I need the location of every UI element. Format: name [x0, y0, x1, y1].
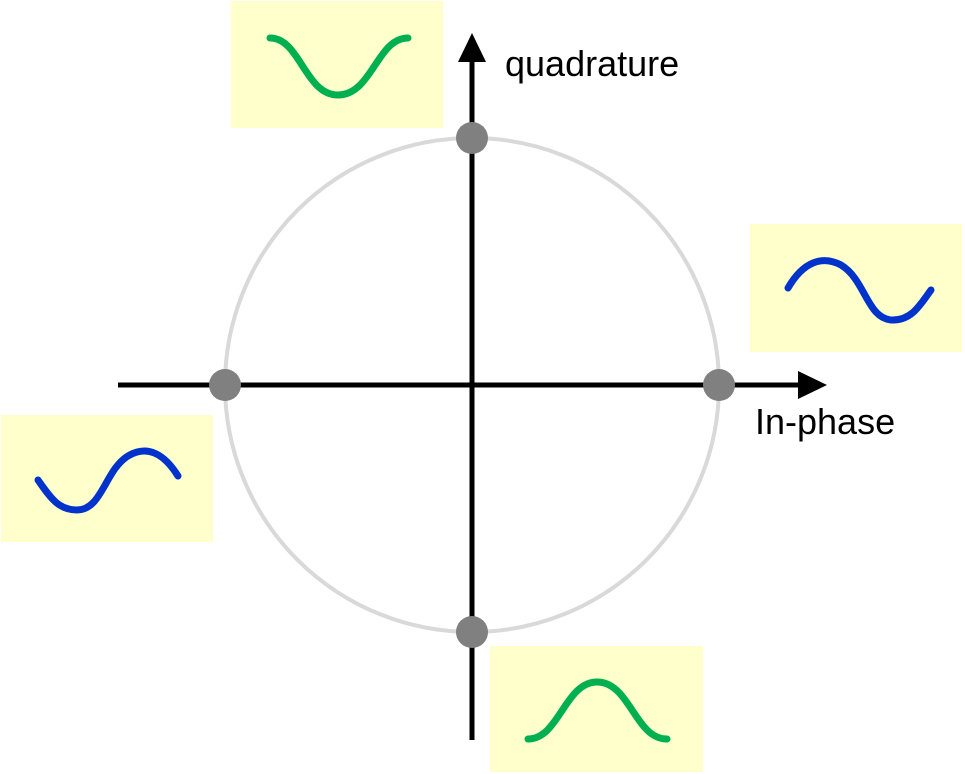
- constellation-point-negative-in-phase: [209, 369, 241, 401]
- positive-quadrature-card-background: [231, 1, 443, 128]
- positive-quadrature-waveform-card: [231, 1, 443, 128]
- negative-quadrature-card-background: [490, 646, 703, 772]
- constellation-points: [209, 122, 735, 648]
- positive-in-phase-waveform-curve: [784, 257, 935, 324]
- constellation-point-positive-quadrature: [456, 122, 488, 154]
- in-phase-axis-arrowhead: [798, 371, 827, 399]
- negative-quadrature-waveform-curve: [524, 678, 671, 743]
- constellation-point-negative-quadrature: [456, 616, 488, 648]
- negative-in-phase-waveform-card: [1, 415, 213, 542]
- negative-in-phase-waveform-curve: [34, 447, 182, 514]
- positive-in-phase-waveform-card: [750, 224, 962, 352]
- negative-quadrature-waveform-card: [490, 646, 703, 772]
- positive-quadrature-waveform-curve: [266, 34, 412, 99]
- constellation-point-positive-in-phase: [703, 369, 735, 401]
- quadrature-axis-arrowhead: [458, 33, 486, 62]
- quadrature-axis-label: quadrature: [505, 43, 679, 84]
- in-phase-axis-label: In-phase: [755, 401, 895, 442]
